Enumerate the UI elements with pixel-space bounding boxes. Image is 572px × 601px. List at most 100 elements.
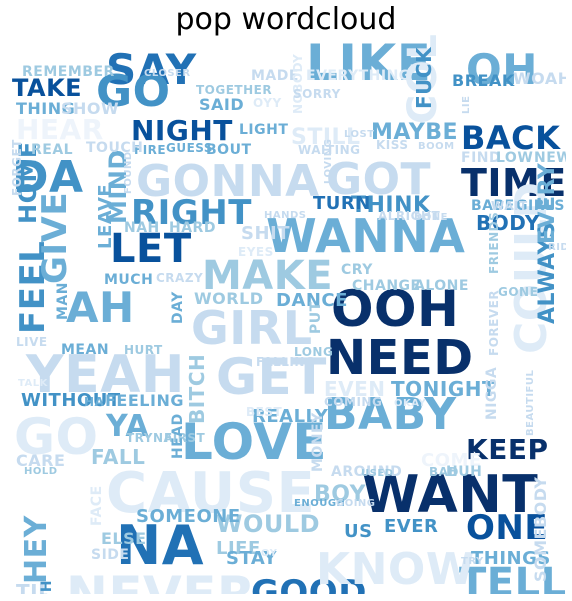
word-side: SIDE: [91, 547, 129, 563]
word-someone: SOMEONE: [136, 506, 241, 527]
word-shit: SHIT: [241, 223, 290, 244]
word-ha: HA: [84, 395, 105, 409]
word-falling: FALLING: [256, 355, 315, 369]
word-day: DAY: [170, 291, 186, 324]
word-change: CHANGE: [352, 278, 421, 294]
word-mean: MEAN: [61, 342, 109, 358]
word-bad: BAD: [429, 465, 459, 479]
word-girls: GIRLS: [516, 198, 565, 214]
word-face: FACE: [89, 485, 105, 526]
word-without: WITHOUT: [21, 390, 121, 411]
word-tell: TELL: [459, 560, 566, 594]
word-oy: OY: [261, 548, 278, 559]
word-new: NEW: [534, 150, 566, 166]
word-back: BACK: [461, 119, 561, 157]
word-ah: AH: [66, 283, 135, 332]
word-break: BREAK: [452, 71, 515, 90]
word-alone: ALONE: [414, 278, 469, 294]
word-done: DONE: [414, 212, 448, 223]
word-sorry: SORRY: [293, 87, 341, 101]
word-fire: FIRE: [134, 143, 166, 157]
word-much: MUCH: [104, 272, 153, 288]
word-boy: BOY: [314, 482, 367, 507]
word-long: LONG: [294, 345, 333, 359]
word-home: HOME: [14, 141, 42, 224]
word-come: COME: [421, 450, 482, 471]
word-everything: EVERYTHING: [306, 68, 411, 84]
word-even: EVEN: [324, 377, 386, 401]
word-forget: FORGET: [10, 139, 24, 196]
word-would: WOULD: [216, 510, 320, 538]
word-cold: COLD: [400, 34, 446, 124]
word-think: THINK: [351, 193, 431, 218]
word-da: DA: [12, 152, 84, 203]
word-thing: THING: [16, 99, 75, 118]
word-talk: TALK: [18, 378, 49, 389]
word-care: CARE: [16, 451, 65, 470]
word-fall: FALL: [91, 445, 145, 469]
word-gonna: GONNA: [136, 156, 320, 207]
word-yeah: YEAH: [25, 345, 185, 405]
word-find: FIND: [461, 150, 501, 166]
word-touch: TOUCH: [86, 140, 143, 156]
word-found: FOUND: [123, 151, 134, 194]
word-boom: BOOM: [418, 141, 455, 152]
word-beautiful: BEAUTIFUL: [525, 370, 536, 436]
word-night: NIGHT: [131, 114, 233, 147]
word-coming: COMING: [324, 395, 382, 409]
word-still: STILL: [291, 125, 361, 150]
word-uh: UH: [39, 580, 55, 594]
word-really: REALLY: [252, 406, 329, 427]
word-need: NEED: [326, 330, 474, 386]
word-kiss: KISS: [376, 138, 409, 152]
word-best: BEST: [246, 405, 282, 419]
word-things: THINGS: [471, 548, 551, 569]
word-cry: CRY: [341, 262, 373, 278]
word-babe: BABE: [471, 198, 515, 214]
word-make: MAKE: [202, 253, 333, 299]
word-us: US: [344, 521, 373, 542]
word-know: KNOW: [316, 544, 475, 594]
word-mind: MIND: [104, 149, 132, 224]
word-money: MONEY: [310, 412, 326, 472]
word-wait: WAIT: [491, 199, 528, 213]
word-remember: REMEMBER: [22, 64, 115, 80]
word-girl: GIRL: [191, 301, 313, 355]
word-feeling: FEELING: [105, 391, 184, 410]
word-guess: GUESS: [166, 141, 213, 155]
wordcloud: SAY LIKE OH GO BACK TIME GONNA GOT NIGHT TAKE DA RI…: [10, 34, 566, 594]
word-good: GOOD: [251, 573, 367, 594]
word-baby: BABY: [324, 389, 457, 440]
word-dance: DANCE: [276, 290, 348, 311]
word-hey: HEY: [19, 514, 54, 584]
word-say: SAY: [106, 45, 197, 94]
word-head: HEAD: [170, 413, 186, 459]
word-else: ELSE: [101, 529, 147, 548]
word-gone: GONE: [498, 285, 538, 299]
word-fuck: FUCK: [412, 46, 436, 109]
word-turn: TURN: [313, 193, 371, 214]
word-lost: LOST: [344, 129, 375, 140]
word-real: REAL: [31, 142, 73, 158]
word-take: TAKE: [12, 74, 82, 102]
word-waiting: WAITING: [298, 143, 361, 157]
chart-title: pop wordcloud: [175, 2, 397, 37]
word-body: BODY: [476, 211, 540, 235]
word-lie: LIE: [461, 96, 472, 114]
word-get: GET: [216, 348, 327, 406]
word-said: SAID: [199, 95, 244, 114]
word-friends: FRIENDS: [487, 212, 501, 274]
word-tonight: TONIGHT: [391, 377, 496, 401]
word-hold: HOLD: [24, 466, 58, 477]
word-keep: KEEP: [466, 433, 548, 466]
word-nobody: NOBODY: [291, 54, 305, 114]
word-made: MADE: [251, 68, 299, 84]
word-light: LIGHT: [239, 122, 288, 138]
word-could: COULD: [506, 182, 557, 354]
word-world: WORLD: [194, 289, 264, 308]
word-wanna: WANNA: [266, 209, 465, 263]
word-tryna: TRYNA: [126, 431, 174, 445]
word-first: FIRST: [164, 431, 206, 445]
word-low: LOW: [496, 150, 533, 166]
word-ever: EVER: [384, 516, 438, 537]
